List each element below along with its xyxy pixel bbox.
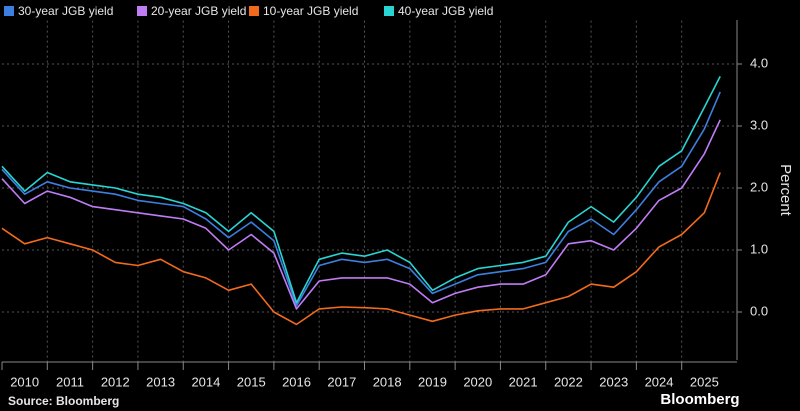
y-tick-label: 4.0	[750, 55, 768, 70]
y-axis-label: Percent	[777, 164, 794, 217]
legend-swatch	[4, 6, 14, 16]
x-tick-label: 2015	[237, 374, 266, 389]
series-line	[1, 91, 721, 307]
y-tick-label: 2.0	[750, 179, 768, 194]
legend-label: 30-year JGB yield	[18, 4, 113, 18]
series-line	[1, 172, 721, 326]
source: Source: Bloomberg	[8, 394, 119, 408]
x-tick-label: 2021	[509, 374, 538, 389]
x-tick-label: 2016	[282, 374, 311, 389]
y-tick-label: 1.0	[750, 241, 768, 256]
y-tick-label: 3.0	[750, 117, 768, 132]
series-line	[1, 76, 721, 304]
x-tick-label: 2025	[690, 374, 719, 389]
x-tick-label: 2014	[191, 374, 220, 389]
legend-label: 20-year JGB yield	[151, 4, 246, 18]
legend-label: 10-year JGB yield	[263, 4, 358, 18]
x-tick-label: 2024	[645, 374, 674, 389]
series-line	[1, 119, 721, 310]
x-tick-label: 2013	[146, 374, 175, 389]
legend-swatch	[384, 6, 394, 16]
x-tick-label: 2010	[10, 374, 39, 389]
x-tick-label: 2011	[56, 374, 84, 389]
x-tick-label: 2012	[101, 374, 130, 389]
legend-swatch	[249, 6, 259, 16]
x-tick-label: 2023	[599, 374, 628, 389]
x-tick-label: 2022	[554, 374, 583, 389]
x-tick-label: 2020	[463, 374, 492, 389]
x-tick-label: 2017	[327, 374, 356, 389]
x-tick-label: 2018	[373, 374, 402, 389]
legend-label: 40-year JGB yield	[398, 4, 493, 18]
x-tick-label: 2019	[418, 374, 447, 389]
brand: Bloomberg	[660, 391, 739, 408]
y-tick-label: 0.0	[750, 303, 768, 318]
legend-swatch	[137, 6, 147, 16]
